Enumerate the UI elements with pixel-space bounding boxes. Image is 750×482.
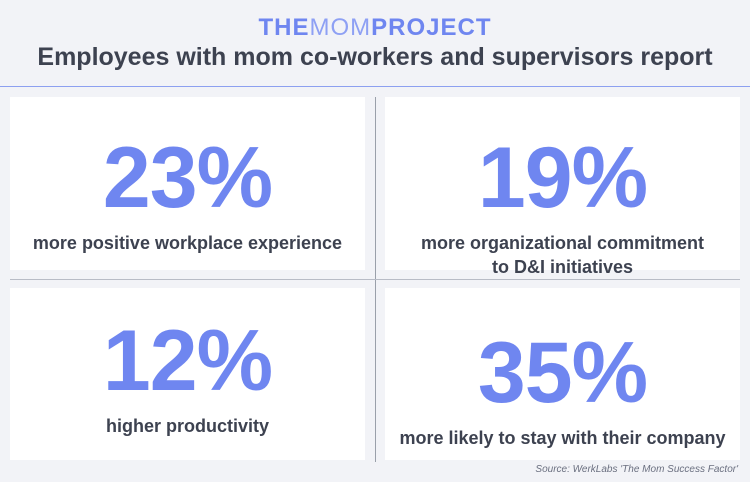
stat-description: more organizational commitment to D&I in…	[421, 231, 704, 279]
stat-value: 19%	[477, 130, 648, 226]
stat-card-productivity: 12% higher productivity	[10, 288, 365, 460]
page-title: Employees with mom co-workers and superv…	[37, 43, 713, 71]
source-citation: Source: WerkLabs 'The Mom Success Factor…	[535, 464, 738, 475]
header-divider	[0, 86, 750, 87]
stat-card-organizational-commitment: 19% more organizational commitment to D&…	[385, 97, 740, 277]
stat-description-line: higher productivity	[105, 416, 269, 436]
logo-project: PROJECT	[371, 14, 492, 41]
logo-the: THE	[258, 14, 310, 41]
stat-value: 35%	[477, 325, 648, 421]
stat-description: higher productivity	[106, 414, 269, 438]
stat-value: 12%	[102, 313, 273, 409]
logo-mom: MOM	[309, 14, 372, 41]
stat-description-line: to D&I initiatives	[491, 257, 633, 277]
brand-logo: THEMOMPROJECT	[0, 14, 750, 42]
stat-description-line: more organizational commitment	[420, 233, 705, 253]
stat-description: more positive workplace experience	[33, 231, 342, 255]
horizontal-divider	[10, 279, 740, 280]
stat-card-positive-experience: 23% more positive workplace experience	[10, 97, 365, 270]
stat-description-line: more positive workplace experience	[32, 233, 343, 253]
stat-description-line: more likely to stay with their company	[399, 428, 726, 448]
stat-description: more likely to stay with their company	[399, 426, 725, 450]
stat-card-retention: 35% more likely to stay with their compa…	[385, 288, 740, 460]
stat-value: 23%	[102, 130, 273, 226]
